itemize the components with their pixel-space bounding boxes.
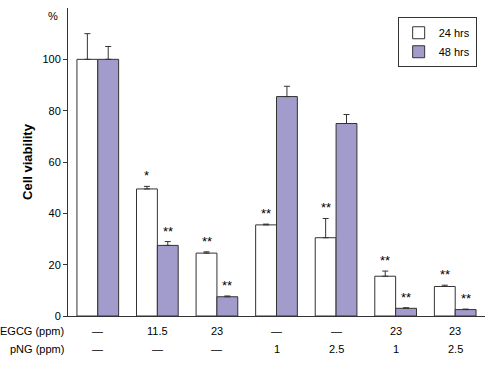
svg-text:—: — <box>331 325 342 337</box>
svg-text:23: 23 <box>449 325 461 337</box>
svg-text:23: 23 <box>211 325 223 337</box>
svg-text:1: 1 <box>274 343 280 355</box>
svg-text:1: 1 <box>393 343 399 355</box>
svg-text:2.5: 2.5 <box>329 343 344 355</box>
svg-text:pNG (ppm): pNG (ppm) <box>10 343 64 355</box>
svg-text:—: — <box>211 343 222 355</box>
svg-text:23: 23 <box>390 325 402 337</box>
svg-text:100: 100 <box>42 53 60 65</box>
svg-text:**: ** <box>380 253 390 268</box>
svg-text:—: — <box>92 325 103 337</box>
svg-text:**: ** <box>461 291 471 306</box>
svg-text:80: 80 <box>49 105 61 117</box>
svg-text:*: * <box>144 168 149 183</box>
svg-text:**: ** <box>440 267 450 282</box>
svg-text:EGCG (ppm): EGCG (ppm) <box>0 325 64 337</box>
svg-text:—: — <box>92 343 103 355</box>
svg-text:**: ** <box>202 234 212 249</box>
svg-text:2.5: 2.5 <box>448 343 463 355</box>
svg-text:20: 20 <box>49 259 61 271</box>
svg-text:**: ** <box>261 206 271 221</box>
svg-text:—: — <box>152 343 163 355</box>
svg-text:**: ** <box>163 224 173 239</box>
svg-text:—: — <box>271 325 282 337</box>
svg-text:**: ** <box>401 290 411 305</box>
svg-text:24 hrs: 24 hrs <box>439 27 470 39</box>
svg-text:40: 40 <box>49 207 61 219</box>
svg-text:**: ** <box>321 200 331 215</box>
svg-text:60: 60 <box>49 156 61 168</box>
svg-text:0: 0 <box>55 310 61 322</box>
svg-text:**: ** <box>222 278 232 293</box>
svg-text:48 hrs: 48 hrs <box>439 46 470 58</box>
svg-text:11.5: 11.5 <box>147 325 168 337</box>
svg-text:Cell viability: Cell viability <box>20 123 35 200</box>
svg-text:%: % <box>48 10 58 22</box>
